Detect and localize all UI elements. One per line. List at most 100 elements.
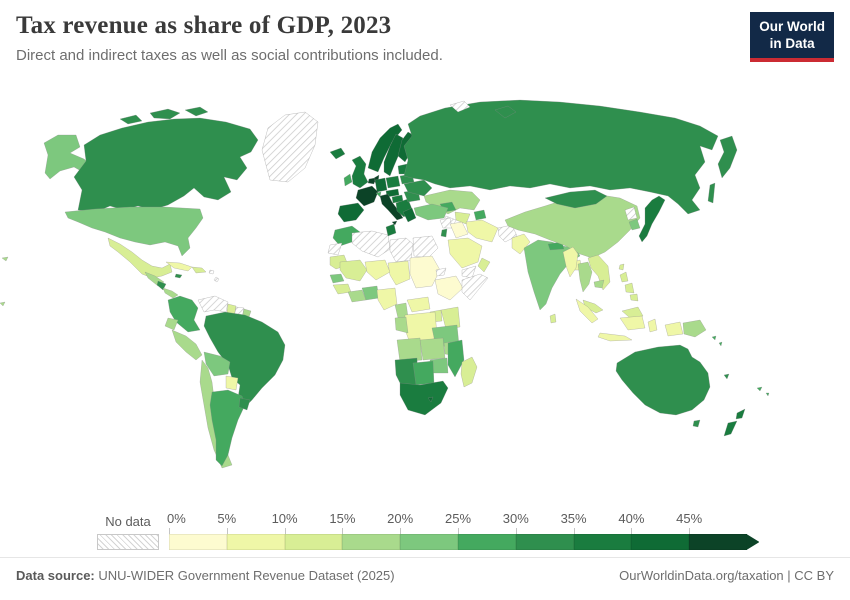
region-ireland[interactable]	[343, 173, 353, 187]
region-nigeria[interactable]	[376, 287, 398, 311]
region-madagascar[interactable]	[460, 356, 478, 388]
no-data-swatch[interactable]	[97, 534, 159, 550]
region-papua-new-guinea[interactable]	[682, 319, 707, 338]
region-indonesia-sumatra[interactable]	[575, 298, 599, 324]
region-north-korea[interactable]	[624, 206, 638, 221]
region-svalbard[interactable]	[449, 100, 471, 113]
region-bolivia[interactable]	[203, 351, 231, 377]
region-canada-arctic[interactable]	[149, 108, 181, 120]
region-cambodia[interactable]	[593, 279, 605, 289]
region-somalia[interactable]	[461, 273, 489, 301]
region-indonesia-papua[interactable]	[664, 321, 684, 337]
region-mali[interactable]	[339, 259, 368, 282]
region-philippines[interactable]	[629, 293, 639, 302]
region-philippines[interactable]	[619, 271, 629, 283]
legend-bin-35-40%[interactable]	[573, 534, 632, 550]
region-peru[interactable]	[171, 329, 203, 361]
region-argentina[interactable]	[209, 389, 246, 467]
region-new-zealand-north[interactable]	[735, 408, 746, 420]
region-sri-lanka[interactable]	[549, 313, 557, 324]
region-myanmar[interactable]	[562, 246, 579, 278]
region-jamaica[interactable]	[174, 273, 183, 279]
region-brazil[interactable]	[203, 311, 286, 408]
region-canada[interactable]	[73, 117, 259, 213]
region-zambia[interactable]	[419, 337, 446, 361]
region-iceland[interactable]	[329, 147, 346, 160]
region-indonesia-sulawesi[interactable]	[647, 318, 658, 333]
region-iraq[interactable]	[449, 221, 469, 239]
footer-link[interactable]: OurWorldinData.org/taxation | CC BY	[619, 568, 834, 583]
region-syria[interactable]	[439, 217, 453, 229]
region-south-korea[interactable]	[628, 218, 641, 231]
region-kenya[interactable]	[440, 306, 461, 330]
region-lesser-antilles[interactable]	[213, 276, 220, 283]
region-mexico[interactable]	[107, 237, 173, 279]
region-saudi-arabia[interactable]	[447, 237, 483, 269]
region-australia[interactable]	[615, 344, 711, 416]
region-ukraine[interactable]	[403, 179, 433, 197]
region-colombia[interactable]	[167, 295, 201, 333]
region-kyrgyzstan-tajikistan[interactable]	[473, 209, 487, 221]
region-france[interactable]	[355, 185, 379, 207]
region-canada-arctic[interactable]	[119, 114, 143, 125]
region-indonesia-borneo[interactable]	[619, 315, 646, 331]
region-chad[interactable]	[387, 260, 411, 286]
region-solomon-islands[interactable]	[711, 335, 717, 341]
region-tunisia[interactable]	[385, 223, 397, 237]
region-benelux[interactable]	[367, 177, 376, 185]
region-costa-rica-panama[interactable]	[162, 287, 179, 299]
region-botswana[interactable]	[412, 360, 435, 386]
region-fiji[interactable]	[765, 392, 770, 397]
legend-bin-45%+[interactable]	[689, 534, 747, 550]
region-solomon-islands[interactable]	[718, 341, 723, 347]
region-greenland[interactable]	[261, 111, 319, 183]
region-poland[interactable]	[385, 175, 401, 189]
region-novaya-zemlya[interactable]	[494, 105, 517, 119]
region-nicaragua[interactable]	[156, 280, 167, 291]
legend-bin-20-25%[interactable]	[400, 534, 458, 550]
region-egypt[interactable]	[412, 235, 439, 259]
region-norway[interactable]	[367, 123, 403, 173]
region-malaysia-borneo[interactable]	[621, 306, 644, 319]
region-germany[interactable]	[374, 177, 388, 193]
region-japan[interactable]	[638, 195, 666, 243]
legend-bin-40-45%[interactable]	[631, 534, 690, 550]
region-lesotho[interactable]	[427, 396, 434, 403]
region-spain-portugal[interactable]	[337, 202, 365, 223]
legend-bin-10-15%[interactable]	[284, 534, 343, 550]
region-united-kingdom[interactable]	[351, 155, 369, 189]
region-uzbekistan[interactable]	[454, 211, 471, 225]
region-kamchatka[interactable]	[717, 135, 738, 179]
region-ecuador[interactable]	[164, 317, 179, 331]
region-hispaniola[interactable]	[191, 266, 207, 274]
region-new-zealand-south[interactable]	[723, 420, 738, 437]
region-angola[interactable]	[396, 337, 423, 363]
region-sicily[interactable]	[391, 220, 398, 226]
region-libya[interactable]	[389, 237, 414, 263]
region-mongolia[interactable]	[544, 189, 608, 209]
region-sakhalin[interactable]	[707, 182, 716, 204]
legend-bin-25-30%[interactable]	[457, 534, 516, 550]
legend-bin-5-10%[interactable]	[226, 534, 285, 550]
region-lesser-antilles[interactable]	[208, 269, 215, 275]
region-indonesia-java[interactable]	[597, 332, 633, 342]
region-niger[interactable]	[364, 259, 391, 281]
region-turkey[interactable]	[413, 203, 449, 221]
region-fiji[interactable]	[756, 386, 763, 392]
region-greece[interactable]	[402, 207, 417, 223]
legend-bin-15-20%[interactable]	[342, 534, 401, 550]
region-algeria[interactable]	[351, 230, 391, 258]
region-uruguay[interactable]	[238, 397, 251, 411]
region-switzerland[interactable]	[375, 191, 382, 198]
region-canada-arctic[interactable]	[184, 106, 209, 117]
region-new-caledonia[interactable]	[723, 373, 730, 380]
region-pacific-islands[interactable]	[1, 256, 9, 262]
region-united-states[interactable]	[64, 206, 204, 257]
region-oman[interactable]	[477, 257, 491, 273]
region-south-africa[interactable]	[399, 380, 449, 416]
region-congo-gabon[interactable]	[394, 316, 409, 334]
region-sudan[interactable]	[409, 255, 441, 289]
region-paraguay[interactable]	[225, 375, 239, 391]
region-tasmania[interactable]	[692, 419, 701, 428]
region-pacific-islands[interactable]	[0, 301, 6, 307]
